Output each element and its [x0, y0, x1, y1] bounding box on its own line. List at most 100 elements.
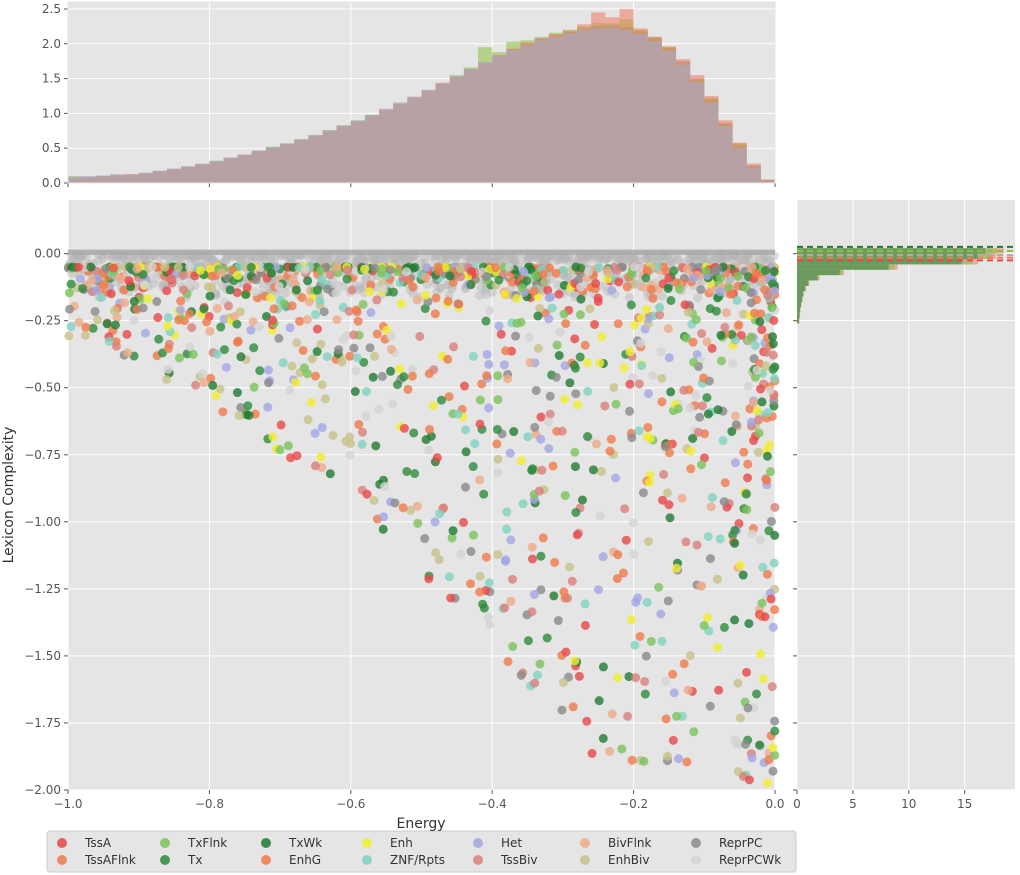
scatter-point — [138, 303, 148, 313]
scatter-point — [80, 330, 90, 340]
legend-marker — [580, 855, 590, 865]
scatter-point — [263, 378, 273, 388]
scatter-point — [523, 432, 533, 442]
top-hist-bar — [237, 154, 252, 183]
scatter-point — [710, 266, 720, 276]
scatter-band — [68, 249, 775, 255]
scatter-point — [444, 392, 454, 402]
scatter-point — [365, 287, 375, 297]
scatter-point — [702, 393, 712, 403]
legend-label: TssA — [84, 836, 112, 850]
scatter-point — [770, 374, 780, 384]
scatter-point — [251, 275, 261, 285]
scatter-point — [69, 254, 79, 264]
scatter-point — [456, 549, 466, 559]
scatter-point — [692, 540, 702, 550]
top-hist-bar — [96, 175, 111, 183]
scatter-point — [349, 343, 359, 353]
scatter-point — [493, 395, 503, 405]
scatter-point — [625, 406, 635, 416]
scatter-point — [388, 287, 398, 297]
scatter-point — [461, 425, 471, 435]
scatter-point — [682, 264, 692, 274]
legend-label: TxFlnk — [187, 836, 227, 850]
scatter-point — [324, 253, 334, 263]
scatter-point — [718, 436, 728, 446]
top-hist-bar — [421, 89, 436, 183]
scatter-point — [222, 254, 232, 264]
scatter-point — [668, 669, 678, 679]
scatter-point — [611, 399, 621, 409]
x-axis-label: Energy — [396, 816, 445, 832]
scatter-point — [623, 253, 633, 263]
scatter-point — [347, 285, 357, 295]
right-hist-bar — [797, 312, 800, 318]
scatter-point — [761, 347, 771, 357]
scatter-point — [673, 404, 683, 414]
scatter-point — [198, 368, 208, 378]
scatter-point — [559, 587, 569, 597]
scatter-point — [207, 283, 217, 293]
scatter-point — [746, 332, 756, 342]
scatter-point — [628, 255, 638, 265]
scatter-point — [424, 445, 434, 455]
scatter-point — [666, 387, 676, 397]
scatter-point — [325, 270, 335, 280]
legend-label: BivFlnk — [608, 836, 652, 850]
scatter-point — [716, 330, 726, 340]
scatter-point — [119, 285, 129, 295]
scatter-point — [471, 254, 481, 264]
top-hist-bar — [223, 157, 238, 183]
scatter-point — [530, 271, 540, 281]
legend-marker — [261, 838, 271, 848]
scatter-point — [602, 253, 612, 263]
scatter-point — [601, 254, 611, 264]
scatter-point — [761, 361, 771, 371]
scatter-point — [750, 340, 760, 350]
scatter-point — [703, 532, 713, 542]
scatter-point — [232, 319, 242, 329]
scatter-point — [255, 366, 265, 376]
scatter-point — [246, 253, 256, 263]
scatter-point — [739, 254, 749, 264]
main-ytick-label: −0.25 — [24, 314, 61, 328]
scatter-point — [715, 287, 725, 297]
scatter-point — [688, 433, 698, 443]
scatter-point — [702, 337, 712, 347]
scatter-point — [733, 678, 743, 688]
scatter-point — [505, 448, 515, 458]
scatter-point — [377, 264, 387, 274]
scatter-point — [175, 253, 185, 263]
scatter-point — [138, 270, 148, 280]
scatter-point — [536, 585, 546, 595]
scatter-point — [720, 478, 730, 488]
scatter-point — [202, 317, 212, 327]
scatter-point — [640, 676, 650, 686]
scatter-point — [343, 265, 353, 275]
scatter-point — [657, 291, 667, 301]
scatter-point — [705, 554, 715, 564]
scatter-point — [304, 297, 314, 307]
scatter-point — [716, 254, 726, 264]
scatter-point — [207, 255, 217, 265]
scatter-point — [184, 309, 194, 319]
scatter-point — [576, 254, 586, 264]
scatter-point — [541, 254, 551, 264]
scatter-point — [360, 264, 370, 274]
scatter-point — [598, 552, 608, 562]
right-hist-bar — [797, 296, 803, 302]
scatter-point — [770, 605, 780, 615]
scatter-point — [600, 401, 610, 411]
scatter-point — [499, 360, 509, 370]
top-ytick-label: 0.0 — [42, 176, 61, 190]
scatter-point — [187, 323, 197, 333]
top-hist-bar — [308, 134, 323, 183]
scatter-point — [507, 277, 517, 287]
scatter-point — [372, 295, 382, 305]
scatter-point — [478, 599, 488, 609]
scatter-point — [738, 570, 748, 580]
scatter-point — [361, 387, 371, 397]
scatter-point — [300, 265, 310, 275]
top-hist-bar — [407, 96, 422, 183]
scatter-point — [407, 371, 417, 381]
